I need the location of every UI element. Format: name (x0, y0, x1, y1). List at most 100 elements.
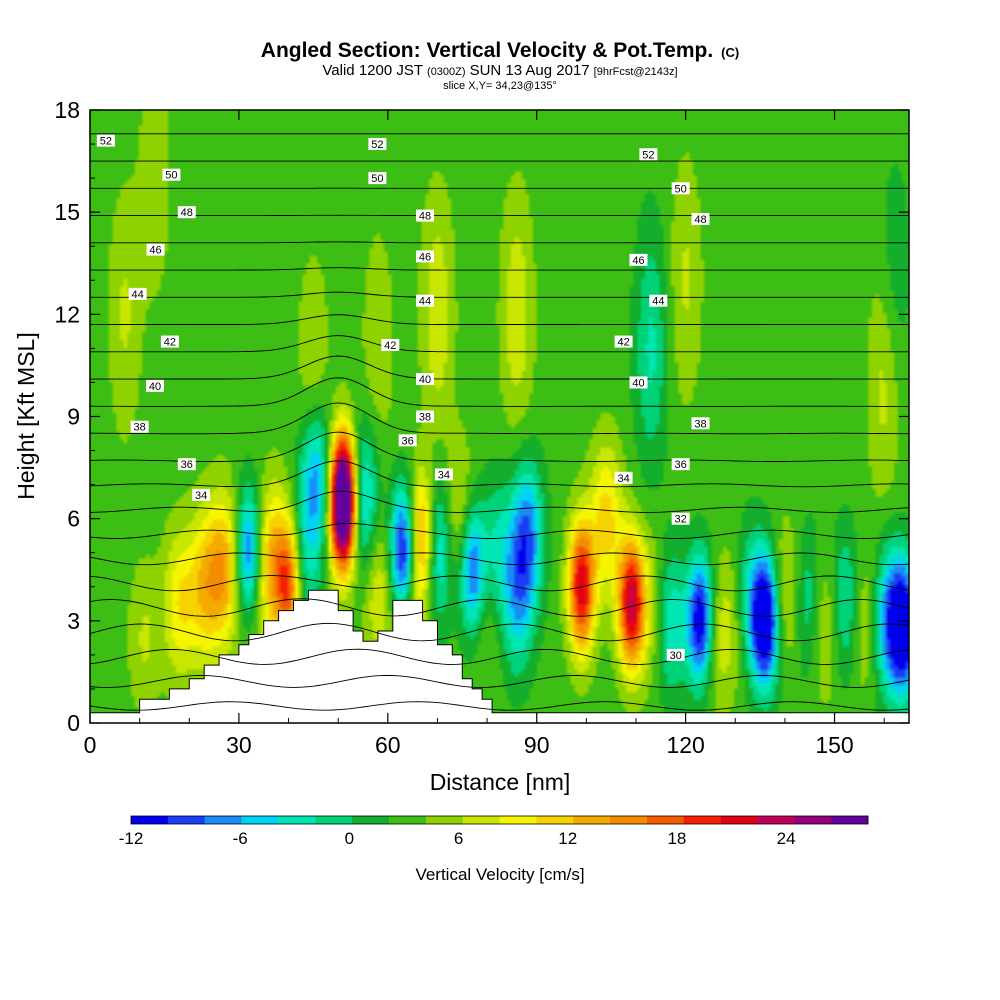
colorbar-swatch (757, 816, 795, 824)
svg-text:48: 48 (181, 207, 193, 219)
isentrope-line (89, 648, 910, 665)
colorbar-label: Vertical Velocity [cm/s] (415, 865, 584, 884)
isentrope-label: 42 (614, 335, 633, 349)
y-tick-label: 12 (54, 301, 80, 327)
title-mark: (C) (721, 45, 739, 60)
isentrope-labels: 52 50 48 46 44 42 40 38 36 34 52 50 48 46 44 42 40 38 36 34… (96, 134, 710, 662)
colorbar-tick-label: 12 (558, 829, 577, 848)
isentrope-label: 50 (671, 182, 690, 195)
isentrope-line (89, 674, 910, 688)
x-tick-label: 60 (375, 732, 401, 758)
svg-text:38: 38 (134, 422, 146, 434)
colorbar-swatch (388, 816, 427, 824)
isentrope-line (90, 402, 909, 435)
isentrope-label: 44 (128, 287, 147, 301)
isentrope-label: 42 (160, 335, 179, 349)
svg-text:44: 44 (652, 296, 664, 308)
isentrope-line (90, 355, 910, 380)
svg-text:34: 34 (617, 473, 629, 485)
isentrope-label: 46 (629, 253, 648, 267)
svg-text:36: 36 (402, 435, 414, 447)
colorbar-tick-label: 24 (777, 829, 796, 848)
isentrope-line (90, 335, 909, 353)
isentrope-label: 46 (146, 243, 165, 257)
colorbar-swatch (425, 816, 463, 824)
colorbar-tick-label: -6 (233, 829, 248, 848)
svg-text:50: 50 (165, 170, 177, 182)
colorbar-swatch (831, 816, 869, 824)
svg-text:40: 40 (632, 377, 644, 389)
y-tick-label: 18 (54, 97, 80, 123)
svg-text:36: 36 (675, 459, 687, 471)
isentrope-label: 46 (416, 250, 435, 263)
isentrope-label: 48 (177, 206, 196, 219)
x-tick-label: 0 (84, 732, 97, 758)
isentrope-label: 38 (691, 417, 710, 430)
svg-text:44: 44 (419, 296, 431, 308)
y-tick-label: 3 (67, 608, 80, 634)
svg-text:36: 36 (181, 459, 193, 471)
y-tick-label: 0 (67, 710, 80, 736)
terrain-profile (89, 589, 910, 724)
svg-text:34: 34 (195, 490, 207, 502)
plot-area: 52 50 48 46 44 42 40 38 36 34 52 50 48 46 44 42 40 38 36 34… (89, 109, 910, 724)
x-tick-label: 120 (666, 732, 704, 758)
svg-text:32: 32 (675, 514, 687, 526)
isentrope-label: 34 (434, 468, 453, 481)
isentrope-label: 34 (192, 488, 211, 502)
svg-text:46: 46 (632, 255, 644, 267)
isentrope-label: 52 (368, 138, 387, 151)
colorbar-swatch (462, 816, 500, 824)
y-axis-label: Height [Kft MSL] (13, 332, 39, 499)
isentrope-line (89, 552, 910, 566)
velocity-heatmap (90, 110, 909, 723)
svg-text:46: 46 (149, 245, 161, 257)
colorbar-swatch (646, 816, 685, 824)
isentrope-line (89, 490, 910, 513)
y-tick-label: 9 (67, 404, 80, 430)
svg-text:46: 46 (419, 251, 431, 263)
slice-label: slice X,Y= 34,23@135° (443, 80, 557, 92)
isentrope-label: 36 (671, 458, 690, 471)
colorbar-swatch (610, 816, 648, 824)
colorbar-tick-label: 6 (454, 829, 463, 848)
isentrope-line (90, 291, 909, 298)
svg-text:44: 44 (132, 289, 144, 301)
isentrope-line (89, 575, 910, 592)
colorbar-swatch (794, 816, 832, 824)
svg-text:38: 38 (694, 418, 706, 430)
x-tick-label: 90 (524, 732, 550, 758)
svg-text:42: 42 (617, 337, 629, 349)
x-tick-label: 150 (815, 732, 853, 758)
isentrope-label: 40 (146, 379, 165, 393)
isentrope-label: 30 (666, 648, 685, 662)
chart-title: Angled Section: Vertical Velocity & Pot.… (261, 39, 739, 62)
colorbar-swatch (683, 816, 721, 824)
isentrope-label: 36 (398, 434, 417, 447)
isentrope-line (90, 314, 909, 326)
isentrope-label: 52 (639, 148, 658, 161)
x-tick-label: 30 (226, 732, 252, 758)
svg-text:38: 38 (419, 412, 431, 424)
isentrope-label: 44 (416, 294, 435, 308)
colorbar-swatch (536, 816, 574, 824)
isentrope-label: 36 (177, 458, 196, 471)
isentrope-label: 40 (629, 376, 648, 389)
colorbar-swatch (131, 816, 169, 824)
isentrope-label: 40 (416, 373, 435, 386)
svg-text:52: 52 (371, 139, 383, 151)
y-tick-label: 6 (67, 506, 80, 532)
svg-text:48: 48 (419, 211, 431, 223)
svg-text:30: 30 (670, 650, 682, 662)
colorbar-swatch (573, 816, 611, 824)
isentrope-label: 48 (691, 212, 710, 226)
isentrope-line (89, 431, 910, 462)
colorbar-swatch (278, 816, 316, 824)
svg-text:52: 52 (642, 149, 654, 161)
isentrope-label: 48 (416, 209, 435, 223)
isentrope-line (89, 701, 910, 711)
colorbar-tick-label: 18 (667, 829, 686, 848)
isentrope-label: 34 (614, 471, 633, 485)
isentrope-line (89, 523, 910, 539)
